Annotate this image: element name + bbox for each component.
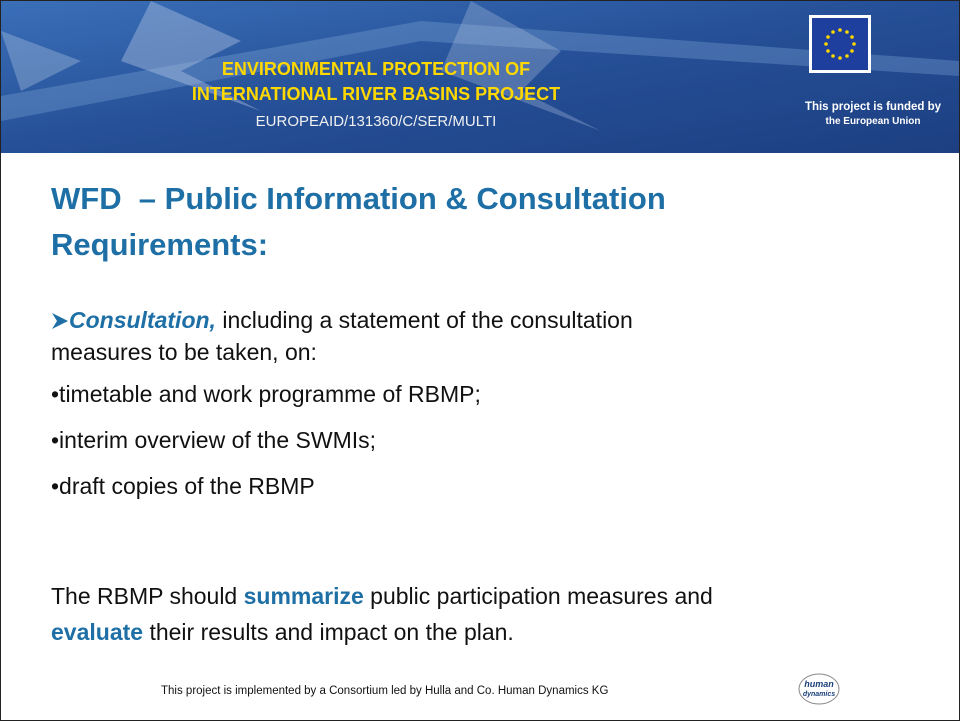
bullet: •draft copies of the RBMP: [51, 473, 315, 500]
project-code: EUROPEAID/131360/C/SER/MULTI: [126, 113, 626, 130]
slide-title: Requirements:: [51, 227, 268, 263]
logo-text: human: [804, 679, 834, 689]
emphasis: evaluate: [51, 619, 143, 645]
funding-note: This project is funded by: [788, 101, 958, 113]
closing-line: The RBMP should summarize public partici…: [51, 583, 713, 610]
intro-line: Consultation, including a statement of t…: [69, 307, 633, 334]
project-title: ENVIRONMENTAL PROTECTION OF: [126, 59, 626, 80]
emphasis: summarize: [244, 583, 364, 609]
text: public participation measures and: [364, 583, 713, 609]
emphasis: Consultation,: [69, 307, 216, 333]
footer-note: This project is implemented by a Consort…: [161, 685, 608, 697]
text: including a statement of the consultatio…: [216, 307, 633, 333]
intro-line: measures to be taken, on:: [51, 339, 317, 366]
project-title: INTERNATIONAL RIVER BASINS PROJECT: [126, 84, 626, 105]
slide-title: WFD – Public Information & Consultation: [51, 181, 666, 217]
funding-note: the European Union: [788, 116, 958, 127]
arrow-bullet: [51, 311, 69, 331]
text: The RBMP should: [51, 583, 244, 609]
bullet: •timetable and work programme of RBMP;: [51, 381, 481, 408]
closing-line: evaluate their results and impact on the…: [51, 619, 514, 646]
footer-logo: human dynamics: [791, 671, 851, 711]
bullet: •interim overview of the SWMIs;: [51, 427, 376, 454]
text: their results and impact on the plan.: [143, 619, 514, 645]
logo-text: dynamics: [803, 691, 835, 698]
slide: ENVIRONMENTAL PROTECTION OF INTERNATIONA…: [0, 0, 960, 721]
